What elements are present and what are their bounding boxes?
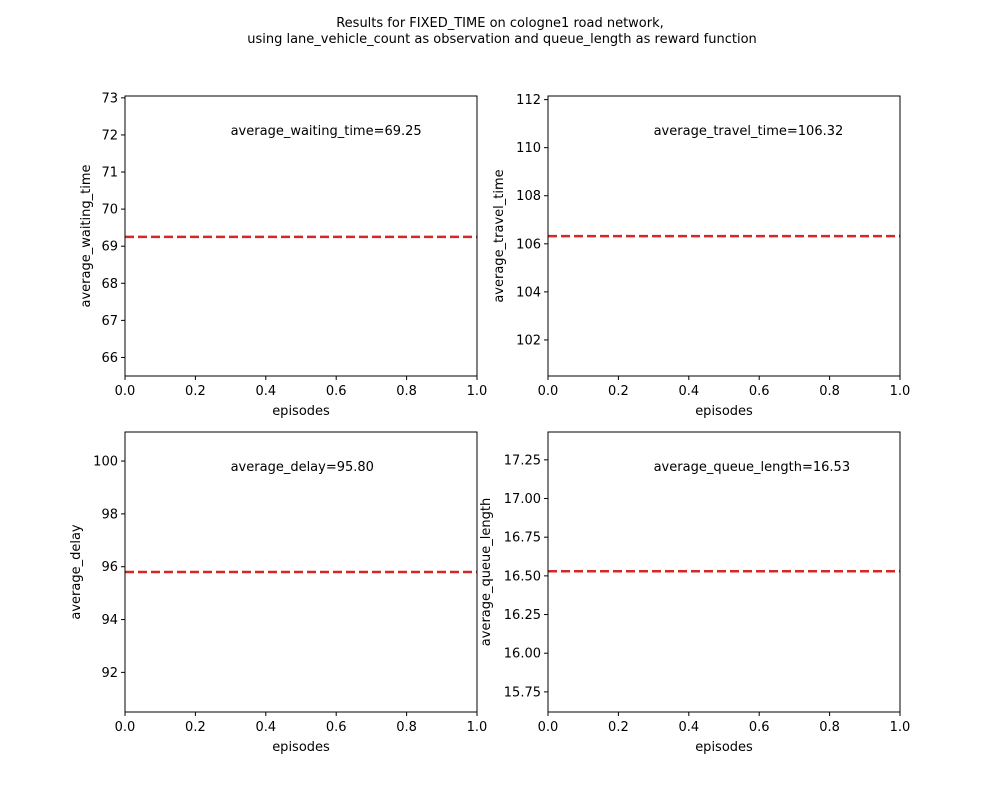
x-tick-label: 0.0 xyxy=(538,720,559,735)
y-tick-label: 16.75 xyxy=(504,531,541,546)
x-tick-label: 1.0 xyxy=(467,384,488,399)
x-tick-label: 0.8 xyxy=(396,384,417,399)
x-tick-label: 0.2 xyxy=(608,384,629,399)
x-tick-label: 1.0 xyxy=(890,384,911,399)
axes-frame xyxy=(124,431,478,713)
x-tick-label: 0.0 xyxy=(115,384,136,399)
y-tick-label: 70 xyxy=(101,203,118,218)
figure-title-line-1: Results for FIXED_TIME on cologne1 road … xyxy=(336,16,664,31)
figure-title-line-2: using lane_vehicle_count as observation … xyxy=(247,32,757,47)
x-tick-label: 0.6 xyxy=(749,720,770,735)
x-tick-label: 0.4 xyxy=(255,720,276,735)
subplot-4: 0.0 0.2 0.4 0.6 0.8 1.0 15.75 16.00 16.25 16.50 16… xyxy=(479,431,911,755)
subplot-grid: 0.0 0.2 0.4 0.6 0.8 1.0 66 67 68 69 70 71 72 73 episod… xyxy=(69,91,910,755)
y-tick-label: 100 xyxy=(93,455,118,470)
y-tick-label: 15.75 xyxy=(504,685,541,700)
x-tick-label: 0.4 xyxy=(255,384,276,399)
y-tick-label: 66 xyxy=(101,351,118,366)
y-tick-label: 72 xyxy=(101,128,118,143)
x-tick-label: 0.6 xyxy=(326,384,347,399)
y-tick-label: 92 xyxy=(101,666,118,681)
x-tick-label: 0.2 xyxy=(185,720,206,735)
x-tick-label: 1.0 xyxy=(890,720,911,735)
y-axis-label: average_delay xyxy=(69,524,84,620)
x-axis-label: episodes xyxy=(272,740,330,755)
subplot-1: 0.0 0.2 0.4 0.6 0.8 1.0 66 67 68 69 70 71 72 73 episod… xyxy=(79,91,487,419)
x-tick-label: 0.0 xyxy=(115,720,136,735)
y-tick-label: 96 xyxy=(101,560,118,575)
y-tick-label: 16.50 xyxy=(504,569,541,584)
mean-annotation: average_waiting_time=69.25 xyxy=(231,124,422,139)
y-tick-label: 112 xyxy=(516,93,541,108)
x-tick-label: 0.2 xyxy=(608,720,629,735)
y-tick-label: 16.25 xyxy=(504,608,541,623)
x-tick-label: 0.8 xyxy=(819,384,840,399)
x-tick-label: 0.8 xyxy=(819,720,840,735)
x-axis-label: episodes xyxy=(272,404,330,419)
x-tick-label: 0.2 xyxy=(185,384,206,399)
y-tick-label: 68 xyxy=(101,277,118,292)
x-tick-label: 0.6 xyxy=(326,720,347,735)
x-tick-label: 0.4 xyxy=(678,384,699,399)
x-tick-label: 0.0 xyxy=(538,384,559,399)
x-axis-label: episodes xyxy=(695,404,753,419)
x-tick-label: 0.4 xyxy=(678,720,699,735)
mean-annotation: average_delay=95.80 xyxy=(231,460,374,475)
y-tick-label: 108 xyxy=(516,189,541,204)
x-tick-label: 1.0 xyxy=(467,720,488,735)
x-tick-label: 0.6 xyxy=(749,384,770,399)
y-axis-label: average_travel_time xyxy=(492,169,507,302)
y-tick-label: 17.25 xyxy=(504,453,541,468)
y-tick-label: 106 xyxy=(516,237,541,252)
y-tick-label: 98 xyxy=(101,507,118,522)
subplot-2: 0.0 0.2 0.4 0.6 0.8 1.0 102 104 106 108 110 112 epis… xyxy=(492,93,910,419)
y-tick-label: 94 xyxy=(101,613,118,628)
axes-frame xyxy=(124,95,478,377)
y-tick-label: 71 xyxy=(101,166,118,181)
y-tick-label: 102 xyxy=(516,333,541,348)
y-tick-label: 69 xyxy=(101,240,118,255)
y-tick-label: 67 xyxy=(101,314,118,329)
y-tick-label: 110 xyxy=(516,141,541,156)
y-axis-label: average_waiting_time xyxy=(79,164,94,307)
subplot-3: 0.0 0.2 0.4 0.6 0.8 1.0 92 94 96 98 100 episodes ave… xyxy=(69,431,488,755)
y-tick-label: 104 xyxy=(516,285,541,300)
y-axis-label: average_queue_length xyxy=(479,498,494,646)
mean-annotation: average_travel_time=106.32 xyxy=(654,124,844,139)
y-tick-label: 16.00 xyxy=(504,647,541,662)
mean-annotation: average_queue_length=16.53 xyxy=(654,460,851,475)
axes-frame xyxy=(547,431,901,713)
axes-frame xyxy=(547,95,901,377)
y-tick-label: 73 xyxy=(101,91,118,106)
x-tick-label: 0.8 xyxy=(396,720,417,735)
y-tick-label: 17.00 xyxy=(504,492,541,507)
x-axis-label: episodes xyxy=(695,740,753,755)
